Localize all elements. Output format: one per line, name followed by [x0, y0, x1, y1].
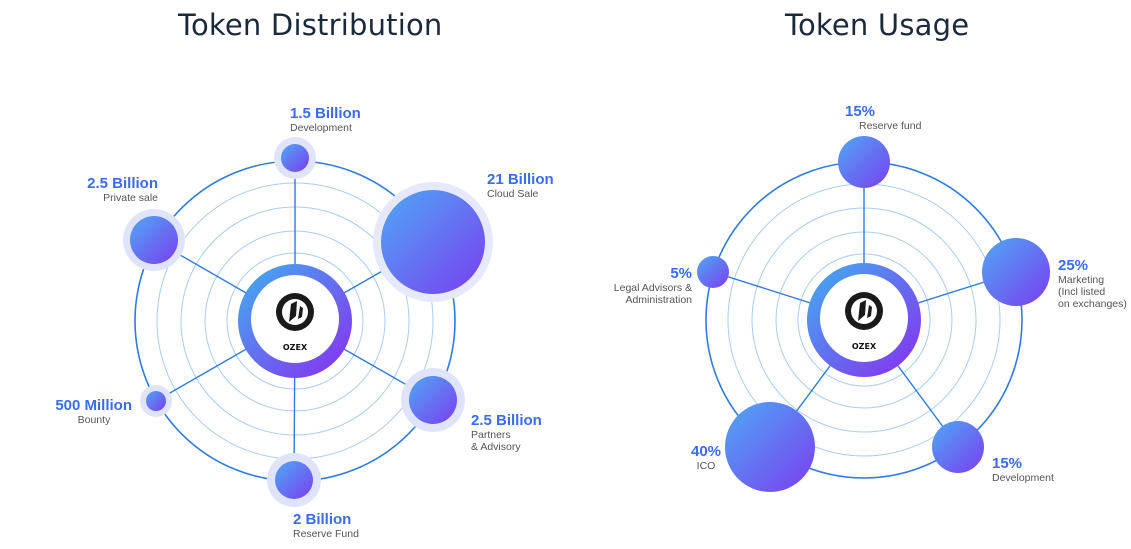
label-value: 5%: [670, 265, 692, 282]
token-usage-title: Token Usage: [785, 8, 970, 42]
label-value: 2 Billion: [293, 511, 352, 528]
label-value: 21 Billion: [487, 171, 554, 188]
bubble-private-sale: [130, 216, 178, 264]
token-distribution-title: Token Distribution: [178, 8, 443, 42]
label-value: 2.5 Billion: [471, 412, 542, 429]
label-development: 1.5 Billion Development: [290, 105, 361, 134]
bubble-ico: [725, 402, 815, 492]
label-private-sale: 2.5 Billion Private sale: [78, 175, 158, 204]
label-legal-advisors: 5% Legal Advisors & Administration: [606, 265, 692, 306]
bubble-reserve-fund: [838, 136, 890, 188]
bubble-marketing: [982, 238, 1050, 306]
hub-label: OZEX: [852, 342, 877, 351]
label-caption: Bounty: [77, 414, 111, 427]
label-reserve-fund: 15% Reserve fund: [845, 103, 921, 132]
bubble-bounty: [146, 391, 166, 411]
label-development: 15% Development: [992, 455, 1054, 484]
ozex-logo-icon: [276, 293, 314, 331]
label-caption: Marketing (Incl listed on exchanges): [1058, 274, 1127, 311]
label-bounty: 500 Million Bounty: [46, 397, 132, 426]
label-caption: Partners & Advisory: [471, 429, 521, 454]
bubble-development: [932, 421, 984, 473]
label-caption: Reserve fund: [859, 120, 922, 133]
label-value: 15%: [992, 455, 1023, 472]
label-marketing: 25% Marketing (Incl listed on exchanges): [1058, 257, 1127, 310]
label-cloud-sale: 21 Billion Cloud Sale: [487, 171, 554, 200]
ozex-logo-icon: [845, 292, 883, 330]
label-partners-advisory: 2.5 Billion Partners & Advisory: [471, 412, 542, 453]
label-value: 15%: [845, 103, 876, 120]
bubble-legal-advisors: [697, 256, 729, 288]
bubble-reserve-fund: [275, 461, 313, 499]
token-usage-diagram: OZEX: [697, 136, 1050, 492]
label-value: 25%: [1058, 257, 1089, 274]
label-value: 40%: [690, 443, 722, 460]
label-caption: ICO: [696, 460, 716, 473]
bubble-development: [281, 144, 309, 172]
bubble-partners-advisory: [409, 376, 457, 424]
label-reserve-fund: 2 Billion Reserve Fund: [293, 511, 359, 540]
label-caption: Reserve Fund: [293, 528, 359, 541]
label-caption: Development: [290, 122, 352, 135]
label-caption: Private sale: [103, 192, 158, 205]
label-value: 500 Million: [55, 397, 132, 414]
bubble-cloud-sale: [381, 190, 485, 294]
label-caption: Legal Advisors & Administration: [613, 282, 692, 307]
label-value: 2.5 Billion: [87, 175, 158, 192]
token-distribution-diagram: OZEX: [123, 137, 493, 507]
label-caption: Cloud Sale: [487, 188, 539, 201]
label-value: 1.5 Billion: [290, 105, 361, 122]
label-ico: 40% ICO: [684, 443, 728, 472]
label-caption: Development: [992, 472, 1054, 485]
hub-label: OZEX: [283, 343, 308, 352]
